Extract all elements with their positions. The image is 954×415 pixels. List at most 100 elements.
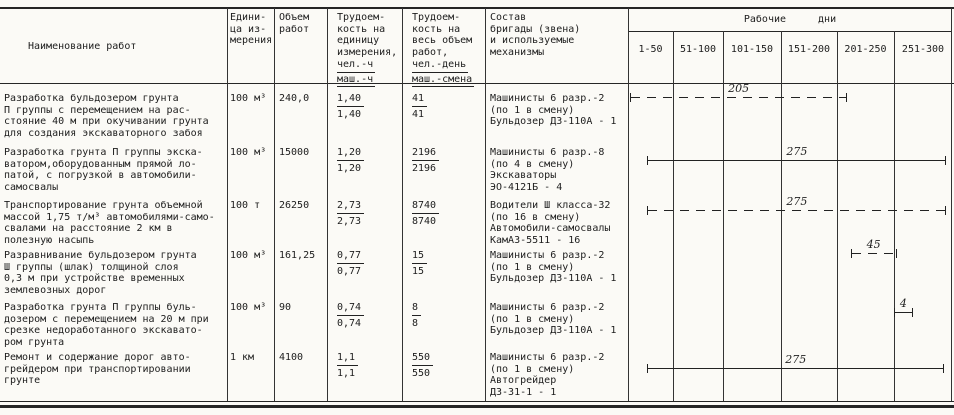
- gantt-bar: 4: [893, 298, 913, 317]
- crew-composition: Водители Ш класса-32 (по 16 в смену) Авт…: [490, 200, 611, 246]
- gantt-bar-duration-label: 4: [899, 297, 907, 310]
- column-divider-line: [274, 8, 275, 401]
- column-divider-line: [402, 8, 403, 401]
- work-volume: 90: [279, 302, 292, 313]
- labor-per-unit-num: 1,1: [337, 352, 359, 366]
- labor-per-unit-num: 2,73: [337, 200, 365, 214]
- header-range-6: 251-300: [901, 44, 945, 55]
- work-volume: 4100: [279, 352, 304, 363]
- table-right-border: [951, 8, 952, 401]
- work-name: Разработка грунта П группы экска- ваторо…: [4, 147, 203, 193]
- header-labor-unit-title: Трудоем- кость на единицу измерения,: [337, 12, 398, 58]
- header-bottom-rule: [0, 83, 954, 84]
- gantt-bar-duration-label: 275: [786, 195, 808, 208]
- labor-per-unit-den: 0,74: [337, 317, 362, 329]
- header-range-1: 1-50: [638, 44, 663, 55]
- labor-per-unit: 0,77 0,77: [337, 250, 365, 277]
- work-name: Разработка бульдозером грунта П группы с…: [4, 93, 209, 139]
- column-divider-line: [628, 8, 629, 401]
- labor-per-unit-num: 1,20: [337, 147, 365, 161]
- gantt-bar-duration-label: 275: [785, 353, 807, 366]
- labor-total-den: 2196: [412, 162, 437, 174]
- header-range-4: 151-200: [787, 44, 831, 55]
- header-labor-total: Трудоем- кость на весь объем работ, чел.…: [412, 12, 475, 87]
- column-divider-line: [227, 8, 228, 401]
- work-name: Разработка грунта П группы буль- дозером…: [4, 302, 209, 348]
- labor-per-unit: 1,40 1,40: [337, 93, 365, 120]
- gantt-grid-line: [894, 31, 895, 401]
- gantt-bar: 275: [647, 196, 947, 215]
- gantt-grid-line: [673, 31, 674, 401]
- work-volume: 240,0: [279, 93, 310, 104]
- work-name: Ремонт и содержание дорог авто- грейдеро…: [4, 352, 191, 386]
- header-labor-total-num: чел.-день: [412, 59, 469, 73]
- gantt-bar: 275: [647, 354, 945, 373]
- gantt-bar-duration-label: 205: [728, 82, 750, 95]
- work-name: Разравнивание бульдозером грунта Ш групп…: [4, 250, 197, 296]
- work-volume: 26250: [279, 200, 310, 211]
- labor-total: 41 41: [412, 93, 428, 120]
- labor-per-unit: 0,74 0,74: [337, 302, 365, 329]
- labor-total: 8 8: [412, 302, 422, 329]
- labor-per-unit: 1,1 1,1: [337, 352, 359, 379]
- gantt-bar-duration-label: 45: [866, 238, 881, 251]
- labor-total-num: 550: [412, 352, 434, 366]
- labor-total-den: 8: [412, 317, 419, 329]
- labor-total-num: 15: [412, 250, 428, 264]
- crew-composition: Машинисты 6 разр.-2 (по 1 в смену) Автог…: [490, 352, 605, 398]
- labor-per-unit-den: 1,20: [337, 162, 362, 174]
- labor-per-unit-num: 1,40: [337, 93, 365, 107]
- bottom-heavy-rule: [0, 405, 954, 408]
- crew-composition: Машинисты 6 разр.-2 (по 1 в смену) Бульд…: [490, 93, 617, 127]
- crew-composition: Машинисты 6 разр.-2 (по 1 в смену) Бульд…: [490, 302, 617, 336]
- labor-per-unit-num: 0,77: [337, 250, 365, 264]
- labor-per-unit: 2,73 2,73: [337, 200, 365, 227]
- labor-total-num: 41: [412, 93, 428, 107]
- top-rule: [0, 7, 954, 9]
- work-unit: 1 км: [230, 352, 255, 363]
- header-range-5: 201-250: [844, 44, 887, 55]
- crew-composition: Машинисты 6 разр.-2 (по 1 в смену) Бульд…: [490, 250, 617, 284]
- header-crew: Состав бригады (звена) и используемые ме…: [490, 12, 581, 58]
- crew-composition: Машинисты 6 разр.-8 (по 4 в смену) Экска…: [490, 147, 605, 193]
- header-labor-total-den: маш.-смена: [412, 74, 475, 87]
- column-divider-line: [485, 8, 486, 401]
- labor-per-unit-den: 1,1: [337, 367, 356, 379]
- header-workdays: Рабочие дни: [743, 14, 837, 25]
- work-unit: 100 м³: [230, 250, 267, 261]
- gantt-grid-line: [781, 31, 782, 401]
- labor-total: 15 15: [412, 250, 428, 277]
- labor-total-den: 550: [412, 367, 431, 379]
- work-name: Транспортирование грунта объемной массой…: [4, 200, 215, 246]
- labor-total-den: 15: [412, 265, 425, 277]
- gantt-bar: 45: [850, 239, 897, 258]
- labor-per-unit: 1,20 1,20: [337, 147, 365, 174]
- gantt-grid-line: [723, 31, 724, 401]
- header-name: Наименование работ: [28, 41, 137, 52]
- labor-per-unit-den: 2,73: [337, 215, 362, 227]
- labor-total-den: 41: [412, 108, 425, 120]
- header-range-3: 101-150: [730, 44, 774, 55]
- workdays-subrule: [628, 31, 952, 32]
- labor-total-num: 8740: [412, 200, 440, 214]
- work-volume: 15000: [279, 147, 310, 158]
- column-divider-line: [327, 8, 328, 401]
- labor-total-num: 2196: [412, 147, 440, 161]
- work-unit: 100 м³: [230, 93, 267, 104]
- work-unit: 100 м³: [230, 147, 267, 158]
- labor-per-unit-den: 0,77: [337, 265, 362, 277]
- labor-total-num: 8: [412, 302, 422, 316]
- header-labor-unit-den: маш.-ч: [337, 74, 376, 87]
- bottom-thin-rule: [0, 401, 954, 402]
- header-labor-unit: Трудоем- кость на единицу измерения, чел…: [337, 12, 397, 87]
- gantt-grid-line: [837, 31, 838, 401]
- gantt-bar-duration-label: 275: [786, 145, 808, 158]
- work-unit: 100 м³: [230, 302, 267, 313]
- work-volume: 161,25: [279, 250, 316, 261]
- gantt-bar: 205: [630, 83, 848, 102]
- header-unit: Едини- ца из- мерения: [230, 12, 273, 46]
- work-unit: 100 т: [230, 200, 261, 211]
- gantt-bar: 275: [647, 146, 947, 165]
- labor-total-den: 8740: [412, 215, 437, 227]
- labor-per-unit-den: 1,40: [337, 108, 362, 120]
